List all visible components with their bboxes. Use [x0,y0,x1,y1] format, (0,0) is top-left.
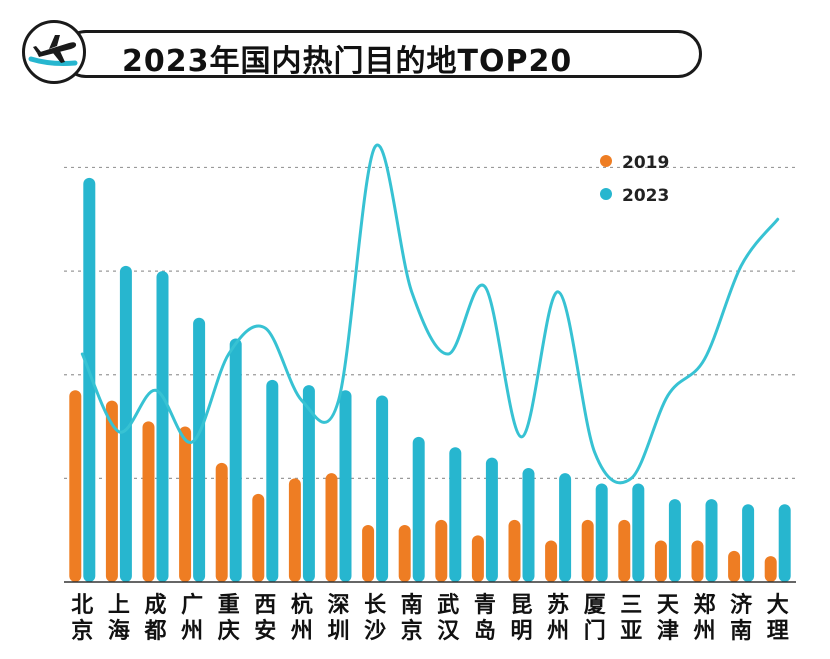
x-tick-label: 门 [584,618,606,644]
legend-label-2023: 2023 [622,186,669,206]
bar-2019 [69,390,82,582]
bar-2019 [581,519,594,582]
bar-2023 [229,338,242,582]
bar-2023 [339,390,352,582]
legend-marker-2019 [600,155,612,167]
bar-2023 [522,468,535,582]
x-tick-label: 长 [364,593,387,618]
bar-2019 [362,525,375,582]
x-tick-label: 沙 [364,619,386,644]
bar-2019 [252,493,265,582]
bar-2023 [302,385,315,582]
x-tick-label: 杭 [291,592,313,618]
x-tick-label: 南 [730,619,752,644]
airplane-badge [22,20,86,84]
x-tick-label: 大 [767,593,789,618]
title-pill [62,30,702,78]
legend: 2019 2023 [600,153,669,206]
bar-2023 [595,483,608,582]
bar-2023 [668,499,681,582]
x-tick-label: 重 [218,593,240,618]
bar-2019 [142,421,155,582]
bar-2023 [778,504,791,582]
x-tick-label: 昆 [510,593,532,618]
bar-2023 [742,504,755,582]
bar-2023 [266,379,279,582]
x-tick-label: 广 [181,592,203,618]
x-tick-label: 济 [730,592,753,618]
bar-2019 [764,556,777,582]
x-tick-label: 安 [254,618,276,644]
x-tick-label: 青 [474,593,496,618]
x-tick-label: 上 [108,593,130,618]
airplane-icon [28,35,78,66]
x-tick-label: 京 [71,618,93,644]
x-tick-label: 汉 [437,619,460,644]
bar-2019 [618,519,631,582]
x-tick-label: 州 [547,619,569,644]
x-tick-label: 京 [401,618,423,644]
legend-label-2019: 2019 [622,153,669,173]
bar-2019 [288,478,301,582]
bar-2019 [691,540,704,582]
x-tick-label: 岛 [474,618,496,644]
x-tick-label: 州 [693,619,715,644]
bar-2019 [179,426,192,582]
x-tick-label: 庆 [218,618,240,644]
trend-line-path [80,143,780,485]
x-tick-label: 亚 [620,619,642,644]
x-tick-label: 都 [143,619,166,644]
x-tick-label: 北 [71,593,93,618]
x-tick-label: 理 [767,619,789,644]
x-tick-label: 州 [181,619,203,644]
bar-2019 [508,519,521,582]
x-tick-label: 郑 [693,593,715,618]
x-tick-label: 西 [254,593,276,618]
bar-2019 [728,550,741,582]
gridlines [64,166,796,479]
bar-2023 [632,483,645,582]
trend-line [80,143,780,485]
x-tick-label: 明 [510,619,532,644]
bar-2023 [193,317,206,582]
x-tick-label: 厦 [584,593,606,618]
bar-2019 [215,462,228,582]
x-tick-label: 海 [108,618,130,644]
bar-2023 [705,499,718,582]
bar-2023 [83,177,96,582]
title-banner: 2023年国内热门目的地TOP20 [22,20,702,84]
bar-2023 [119,265,132,582]
bar-2023 [376,395,389,582]
bar-2019 [325,473,338,582]
x-tick-label: 三 [620,593,642,618]
bar-2023 [449,447,462,582]
x-tick-label: 深 [327,593,349,618]
x-tick-label: 津 [657,618,679,644]
x-tick-label: 苏 [547,592,569,618]
bar-2023 [412,436,425,582]
bar-2019 [398,525,411,582]
bar-2023 [559,473,572,582]
bar-2019 [654,540,667,582]
bar-2023 [156,271,169,582]
bar-2019 [545,540,558,582]
x-tick-label: 南 [401,593,423,618]
bar-2023 [485,457,498,582]
x-tick-label: 州 [291,619,313,644]
bar-2019 [471,535,484,582]
x-tick-label: 武 [437,593,459,618]
bar-2019 [435,519,448,582]
x-tick-label: 成 [144,593,166,618]
bar-2019 [105,400,118,582]
x-tick-label: 天 [657,593,680,618]
x-tick-label: 圳 [327,619,349,644]
page-title: 2023年国内热门目的地TOP20 [122,44,573,79]
legend-marker-2023 [600,188,612,200]
bars [69,177,791,582]
